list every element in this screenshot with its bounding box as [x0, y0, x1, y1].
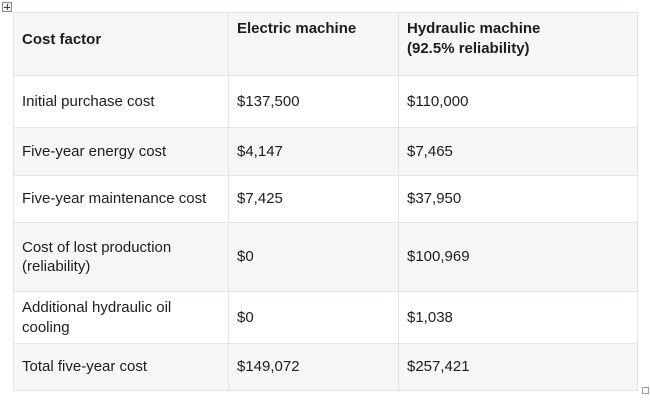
cell-electric-value[interactable]: $137,500: [228, 75, 399, 128]
cell-hydraulic-value[interactable]: $257,421: [398, 343, 638, 391]
cell-hydraulic-value[interactable]: $37,950: [398, 175, 638, 223]
table-move-handle-icon[interactable]: [2, 2, 12, 12]
cell-hydraulic-value[interactable]: $110,000: [398, 75, 638, 128]
table-row: Five-year energy cost $4,147 $7,465: [13, 127, 638, 176]
table-row: Total five-year cost $149,072 $257,421: [13, 343, 638, 391]
cell-electric-value[interactable]: $7,425: [228, 175, 399, 223]
cost-comparison-table: Cost factor Electric machine Hydraulic m…: [13, 12, 638, 391]
cell-electric-value[interactable]: $4,147: [228, 127, 399, 176]
cell-row-label[interactable]: Cost of lost production (reliability): [13, 222, 229, 292]
table-row: Initial purchase cost $137,500 $110,000: [13, 75, 638, 128]
table-header-row: Cost factor Electric machine Hydraulic m…: [13, 12, 638, 76]
table-row: Additional hydraulic oil cooling $0 $1,0…: [13, 291, 638, 344]
cell-hydraulic-value[interactable]: $100,969: [398, 222, 638, 292]
cell-row-label[interactable]: Five-year energy cost: [13, 127, 229, 176]
cell-row-label[interactable]: Five-year maintenance cost: [13, 175, 229, 223]
cell-electric-value[interactable]: $0: [228, 222, 399, 292]
cell-row-label[interactable]: Initial purchase cost: [13, 75, 229, 128]
cell-electric-value[interactable]: $0: [228, 291, 399, 344]
column-header-cost-factor[interactable]: Cost factor: [13, 12, 229, 76]
column-header-electric-machine[interactable]: Electric machine: [228, 12, 399, 76]
column-header-hydraulic-machine[interactable]: Hydraulic machine (92.5% reliability): [398, 12, 638, 76]
cell-row-label[interactable]: Additional hydraulic oil cooling: [13, 291, 229, 344]
cell-hydraulic-value[interactable]: $7,465: [398, 127, 638, 176]
table-row: Cost of lost production (reliability) $0…: [13, 222, 638, 292]
table-row: Five-year maintenance cost $7,425 $37,95…: [13, 175, 638, 223]
cell-hydraulic-value[interactable]: $1,038: [398, 291, 638, 344]
table-resize-handle[interactable]: [642, 387, 649, 394]
cell-row-label[interactable]: Total five-year cost: [13, 343, 229, 391]
cell-electric-value[interactable]: $149,072: [228, 343, 399, 391]
